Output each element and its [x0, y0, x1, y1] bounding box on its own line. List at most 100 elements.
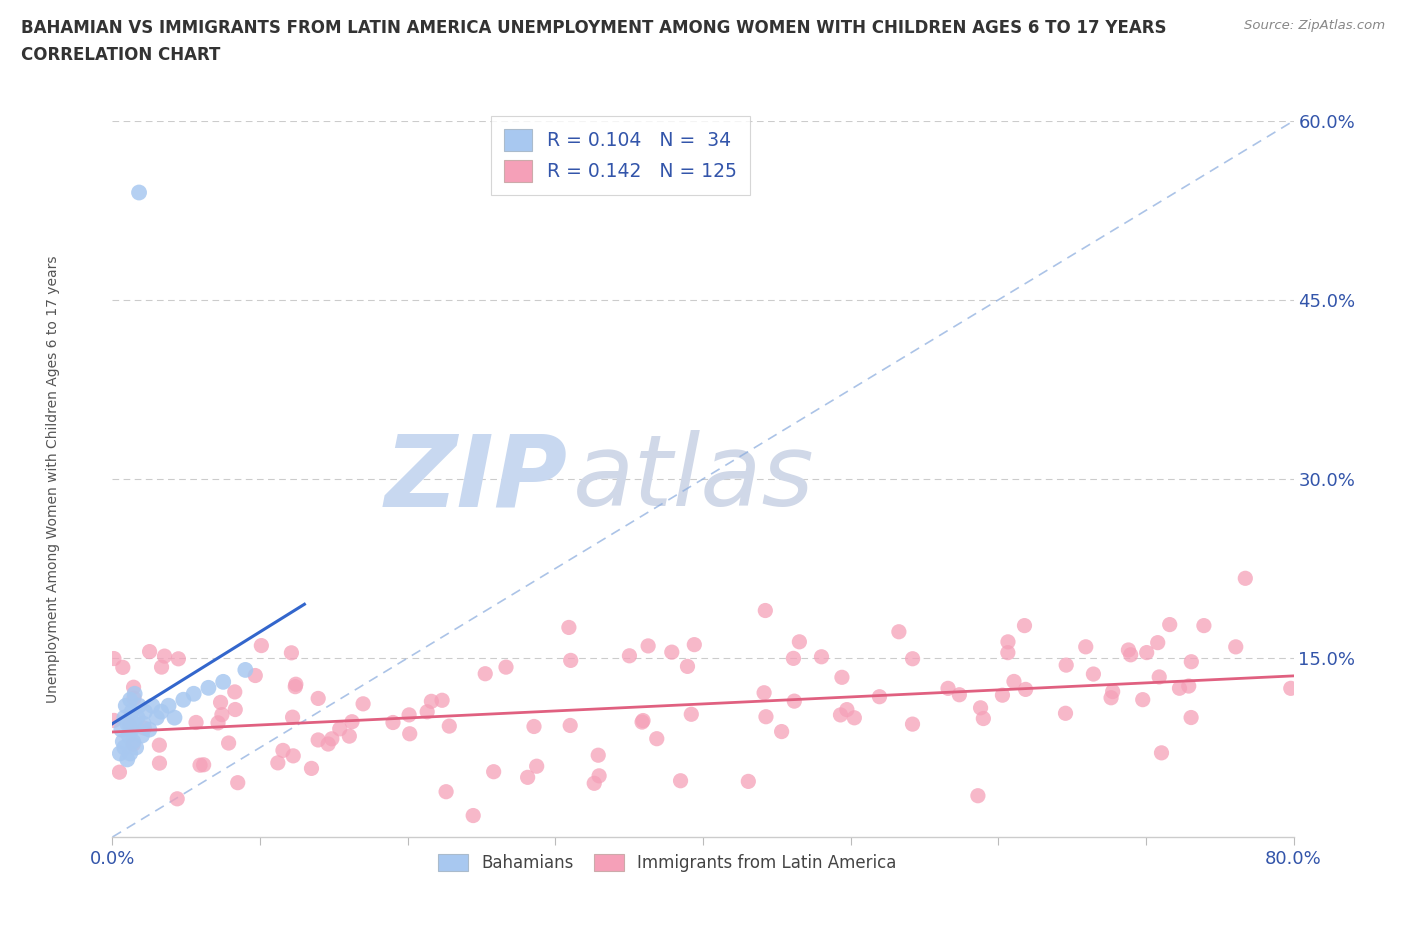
Point	[948, 687, 970, 702]
Point	[209, 695, 232, 710]
Point	[810, 649, 832, 664]
Point	[516, 770, 538, 785]
Point	[301, 761, 323, 776]
Point	[901, 651, 924, 666]
Point	[398, 726, 420, 741]
Point	[676, 659, 699, 674]
Point	[770, 724, 793, 739]
Point	[141, 698, 163, 713]
Point	[138, 644, 160, 659]
Point	[110, 722, 132, 737]
Point	[118, 718, 141, 733]
Point	[936, 681, 959, 696]
Point	[226, 776, 249, 790]
Point	[211, 707, 233, 722]
Point	[281, 710, 304, 724]
Point	[120, 692, 142, 707]
Point	[103, 713, 125, 728]
Text: atlas: atlas	[574, 431, 814, 527]
Point	[1132, 692, 1154, 707]
Point	[1083, 667, 1105, 682]
Point	[111, 734, 134, 749]
Point	[588, 768, 610, 783]
Point	[1150, 746, 1173, 761]
Text: BAHAMIAN VS IMMIGRANTS FROM LATIN AMERICA UNEMPLOYMENT AMONG WOMEN WITH CHILDREN: BAHAMIAN VS IMMIGRANTS FROM LATIN AMERIC…	[21, 19, 1167, 36]
Point	[1159, 618, 1181, 632]
Point	[307, 733, 329, 748]
Point	[121, 704, 143, 719]
Point	[1225, 640, 1247, 655]
Point	[526, 759, 548, 774]
Point	[1192, 618, 1215, 633]
Point	[184, 715, 207, 730]
Point	[329, 722, 352, 737]
Point	[1177, 679, 1199, 694]
Point	[128, 185, 150, 200]
Point	[352, 697, 374, 711]
Point	[283, 749, 305, 764]
Point	[831, 670, 853, 684]
Point	[150, 704, 173, 719]
Point	[586, 748, 609, 763]
Point	[382, 715, 405, 730]
Point	[157, 698, 180, 713]
Point	[1101, 684, 1123, 699]
Text: ZIP: ZIP	[384, 431, 567, 527]
Point	[146, 711, 169, 725]
Point	[316, 737, 339, 751]
Point	[124, 686, 146, 701]
Point	[835, 702, 858, 717]
Point	[681, 707, 703, 722]
Point	[482, 764, 505, 779]
Point	[789, 634, 811, 649]
Point	[420, 694, 443, 709]
Point	[245, 668, 267, 683]
Point	[844, 711, 866, 725]
Point	[416, 704, 439, 719]
Point	[111, 660, 134, 675]
Point	[997, 634, 1019, 649]
Point	[631, 714, 654, 729]
Point	[869, 689, 891, 704]
Point	[125, 740, 148, 755]
Point	[128, 698, 150, 713]
Point	[120, 746, 142, 761]
Point	[340, 714, 363, 729]
Point	[967, 789, 990, 804]
Point	[661, 644, 683, 659]
Point	[117, 752, 138, 767]
Point	[218, 736, 240, 751]
Point	[495, 659, 517, 674]
Point	[1074, 639, 1097, 654]
Point	[1002, 674, 1025, 689]
Point	[148, 737, 170, 752]
Point	[108, 746, 131, 761]
Point	[683, 637, 706, 652]
Point	[127, 711, 149, 725]
Point	[619, 648, 641, 663]
Point	[166, 791, 188, 806]
Point	[267, 755, 290, 770]
Point	[1180, 655, 1202, 670]
Point	[150, 659, 173, 674]
Point	[172, 692, 194, 707]
Point	[122, 734, 145, 749]
Point	[1118, 643, 1140, 658]
Point	[121, 722, 143, 737]
Point	[134, 704, 156, 719]
Point	[153, 648, 176, 663]
Point	[167, 651, 190, 666]
Point	[1136, 645, 1159, 660]
Point	[307, 691, 329, 706]
Point	[1054, 706, 1077, 721]
Point	[669, 774, 692, 789]
Point	[122, 737, 145, 751]
Point	[560, 718, 582, 733]
Point	[122, 680, 145, 695]
Point	[887, 624, 910, 639]
Point	[1279, 681, 1302, 696]
Point	[783, 694, 806, 709]
Point	[114, 698, 136, 713]
Point	[1099, 690, 1122, 705]
Point	[752, 685, 775, 700]
